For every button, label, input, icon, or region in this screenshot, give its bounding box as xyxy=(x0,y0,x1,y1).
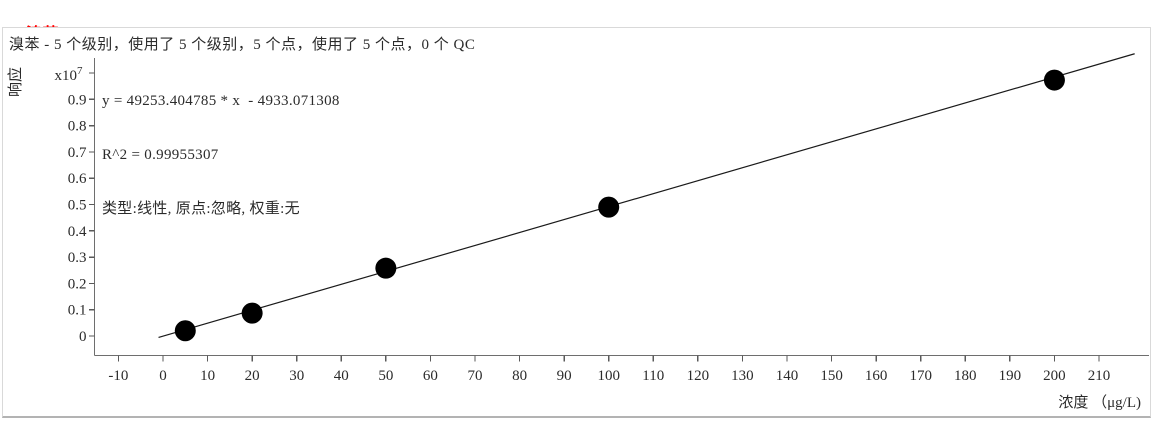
y-tick-label: 0.2 xyxy=(68,276,87,292)
r-squared-line: R^2 = 0.99955307 xyxy=(102,147,219,163)
x-tick-label: 160 xyxy=(865,368,888,384)
fit-settings-line: 类型:线性, 原点:忽略, 权重:无 xyxy=(102,201,300,217)
x-tick-label: 80 xyxy=(512,368,527,384)
x-tick-label: 190 xyxy=(999,368,1022,384)
calibration-chart: -10 0 10 20 30 40 50 60 70 80 90 100 110 120 130 140 150… xyxy=(6,53,1149,411)
data-point[interactable] xyxy=(1043,69,1065,91)
y-scale-label: x107 xyxy=(55,65,84,84)
x-tick-label: 180 xyxy=(954,368,977,384)
x-tick-label: 200 xyxy=(1043,368,1066,384)
y-tick-label: 0 xyxy=(79,329,87,345)
y-tick-label: 0.7 xyxy=(68,145,87,161)
y-tick-label: 0.3 xyxy=(68,250,87,266)
x-tick-label: -10 xyxy=(108,368,128,384)
x-tick-label: 20 xyxy=(245,368,260,384)
x-tick-label: 30 xyxy=(289,368,304,384)
y-tick-label: 0.6 xyxy=(68,171,87,187)
x-tick-label: 100 xyxy=(597,368,620,384)
x-tick-label: 40 xyxy=(334,368,349,384)
equation-block: y = 49253.404785 * x - 4933.071308 R^2 =… xyxy=(102,56,340,254)
x-tick-label: 70 xyxy=(467,368,482,384)
y-tick-label: 0.4 xyxy=(68,224,87,240)
x-axis-title: 浓度 （μg/L) xyxy=(1058,394,1141,411)
x-tick-label: 170 xyxy=(909,368,932,384)
x-tick-label: 0 xyxy=(159,368,167,384)
y-tick-label: 0.8 xyxy=(68,119,87,135)
equation-line: y = 49253.404785 * x - 4933.071308 xyxy=(102,93,340,109)
x-tick-label: 140 xyxy=(776,368,799,384)
x-tick-label: 210 xyxy=(1088,368,1111,384)
x-tick-label: 50 xyxy=(378,368,393,384)
data-point[interactable] xyxy=(375,257,397,279)
y-tick-label: 0.1 xyxy=(68,303,87,319)
data-point[interactable] xyxy=(598,196,620,218)
x-tick-label: 150 xyxy=(820,368,843,384)
curve-info-line: 溴苯 - 5 个级别，使用了 5 个级别，5 个点，使用了 5 个点，0 个 Q… xyxy=(9,37,476,53)
y-tick-label: 0.5 xyxy=(68,198,87,214)
y-tick-label: 0.9 xyxy=(68,92,87,108)
data-point[interactable] xyxy=(174,320,196,342)
x-tick-label: 10 xyxy=(200,368,215,384)
y-axis-title: 响应 xyxy=(6,67,24,97)
x-tick-label: 120 xyxy=(687,368,710,384)
data-point[interactable] xyxy=(241,302,263,324)
x-tick-label: 90 xyxy=(557,368,572,384)
x-tick-label: 110 xyxy=(642,368,664,384)
trend-line xyxy=(158,53,1135,339)
calibration-panel: -10 0 10 20 30 40 50 60 70 80 90 100 110 120 130 140 150… xyxy=(2,27,1151,418)
x-tick-label: 130 xyxy=(731,368,754,384)
x-tick-label: 60 xyxy=(423,368,438,384)
